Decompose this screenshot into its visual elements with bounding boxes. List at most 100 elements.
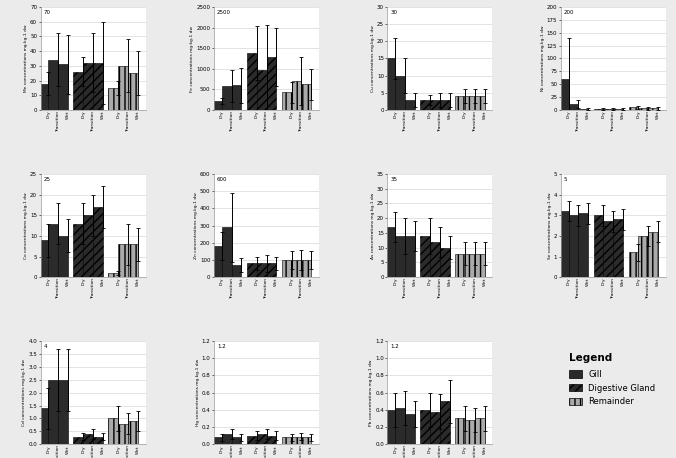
Bar [559,211,569,277]
Bar [465,420,475,444]
Bar [247,53,257,110]
Y-axis label: Ni concentrations mg.kg-1 dw: Ni concentrations mg.kg-1 dw [541,26,545,91]
Y-axis label: Se concentrations mg.kg-1 dw: Se concentrations mg.kg-1 dw [548,192,552,259]
Bar [455,96,465,110]
Bar [301,260,311,277]
Bar [128,73,138,110]
Bar [232,265,241,277]
Bar [222,86,232,110]
Bar [569,215,579,277]
Y-axis label: Pb concentrations mg.kg-1 dw: Pb concentrations mg.kg-1 dw [369,360,373,426]
Bar [49,60,58,110]
Text: 1.2: 1.2 [391,344,400,349]
Bar [440,401,450,444]
Bar [613,219,623,277]
Bar [39,83,49,110]
Bar [395,76,405,110]
Bar [475,254,485,277]
Bar [385,410,395,444]
Bar [212,437,222,444]
Text: 5: 5 [564,177,567,182]
Bar [232,437,241,444]
Bar [648,232,658,277]
Bar [465,254,475,277]
Bar [83,434,93,444]
Bar [108,273,118,277]
Bar [629,252,638,277]
Bar [39,240,49,277]
Bar [385,227,395,277]
Y-axis label: Cd concentrations mg.kg-1 dw: Cd concentrations mg.kg-1 dw [22,359,26,426]
Bar [594,215,604,277]
Bar [108,419,118,444]
Text: 200: 200 [564,10,575,15]
Text: Legend: Legend [569,354,612,364]
Bar [440,248,450,277]
Text: 70: 70 [44,10,51,15]
Bar [648,109,658,110]
Bar [638,236,648,277]
Bar [395,236,405,277]
Bar [128,244,138,277]
Bar [257,434,266,444]
Bar [128,421,138,444]
Bar [385,59,395,110]
Bar [49,224,58,277]
Legend: Gill, Digestive Gland, Remainder: Gill, Digestive Gland, Remainder [569,370,656,406]
Bar [405,236,415,277]
Bar [629,108,638,110]
Y-axis label: Co concentrations mg.kg-1 dw: Co concentrations mg.kg-1 dw [24,192,28,259]
Bar [266,263,276,277]
Bar [475,96,485,110]
Y-axis label: Fe concentrations mg.kg-1 dw: Fe concentrations mg.kg-1 dw [191,25,195,92]
Bar [93,207,103,277]
Text: 600: 600 [217,177,228,182]
Bar [559,79,569,110]
Bar [266,436,276,444]
Text: 2500: 2500 [217,10,231,15]
Bar [613,109,623,110]
Bar [430,412,440,444]
Bar [74,72,83,110]
Bar [579,213,588,277]
Y-axis label: As concentrations mg.kg-1 dw: As concentrations mg.kg-1 dw [371,192,375,259]
Y-axis label: Mn concentrations mg.kg-1 dw: Mn concentrations mg.kg-1 dw [24,25,28,92]
Bar [638,109,648,110]
Text: 35: 35 [391,177,397,182]
Bar [83,63,93,110]
Text: 1.2: 1.2 [217,344,226,349]
Bar [455,419,465,444]
Bar [247,263,257,277]
Bar [282,260,291,277]
Bar [58,64,68,110]
Bar [118,244,128,277]
Bar [405,100,415,110]
Y-axis label: Hg concentrations mg.kg-1 dw: Hg concentrations mg.kg-1 dw [195,359,199,426]
Bar [118,424,128,444]
Bar [247,436,257,444]
Bar [93,63,103,110]
Text: 30: 30 [391,10,397,15]
Bar [420,410,430,444]
Bar [594,109,604,110]
Y-axis label: Zn concentrations mg.kg-1 dw: Zn concentrations mg.kg-1 dw [194,192,198,259]
Bar [49,380,58,444]
Bar [455,254,465,277]
Bar [604,109,613,110]
Bar [257,263,266,277]
Bar [579,109,588,110]
Bar [291,260,301,277]
Bar [420,100,430,110]
Text: 25: 25 [44,177,51,182]
Bar [604,221,613,277]
Text: 4: 4 [44,344,47,349]
Bar [301,84,311,110]
Bar [93,436,103,444]
Bar [475,419,485,444]
Bar [282,92,291,110]
Bar [74,224,83,277]
Bar [257,71,266,110]
Bar [291,436,301,444]
Bar [301,437,311,444]
Bar [232,85,241,110]
